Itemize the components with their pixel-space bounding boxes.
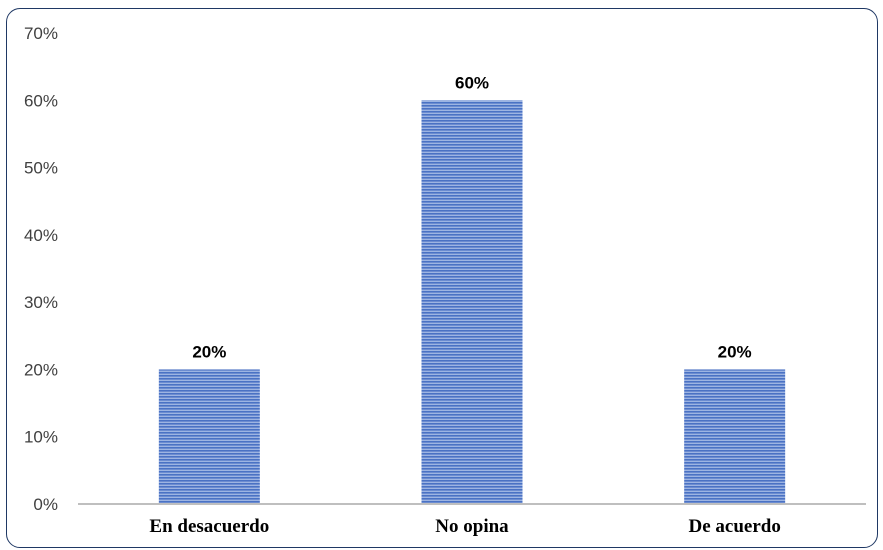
y-tick-label: 70% [24, 24, 58, 43]
y-tick-label: 10% [24, 428, 58, 447]
category-label: De acuerdo [688, 516, 780, 537]
data-label: 60% [455, 73, 489, 92]
y-tick-label: 30% [24, 293, 58, 312]
data-label: 20% [718, 342, 752, 361]
bars [158, 100, 786, 505]
data-label: 20% [192, 342, 226, 361]
y-tick-label: 0% [33, 495, 58, 514]
y-tick-label: 40% [24, 226, 58, 245]
category-labels: En desacuerdo No opina De acuerdo [149, 516, 780, 537]
category-label: En desacuerdo [149, 516, 269, 537]
category-label: No opina [435, 516, 509, 537]
bar [158, 369, 260, 504]
y-tick-label: 20% [24, 360, 58, 379]
bar [684, 369, 786, 504]
data-labels: 20% 60% 20% [192, 73, 751, 361]
bar [421, 100, 523, 505]
y-tick-label: 60% [24, 91, 58, 110]
y-tick-label: 50% [24, 159, 58, 178]
y-axis-tick-labels: 0% 10% 20% 30% 40% 50% 60% 70% [24, 24, 58, 514]
